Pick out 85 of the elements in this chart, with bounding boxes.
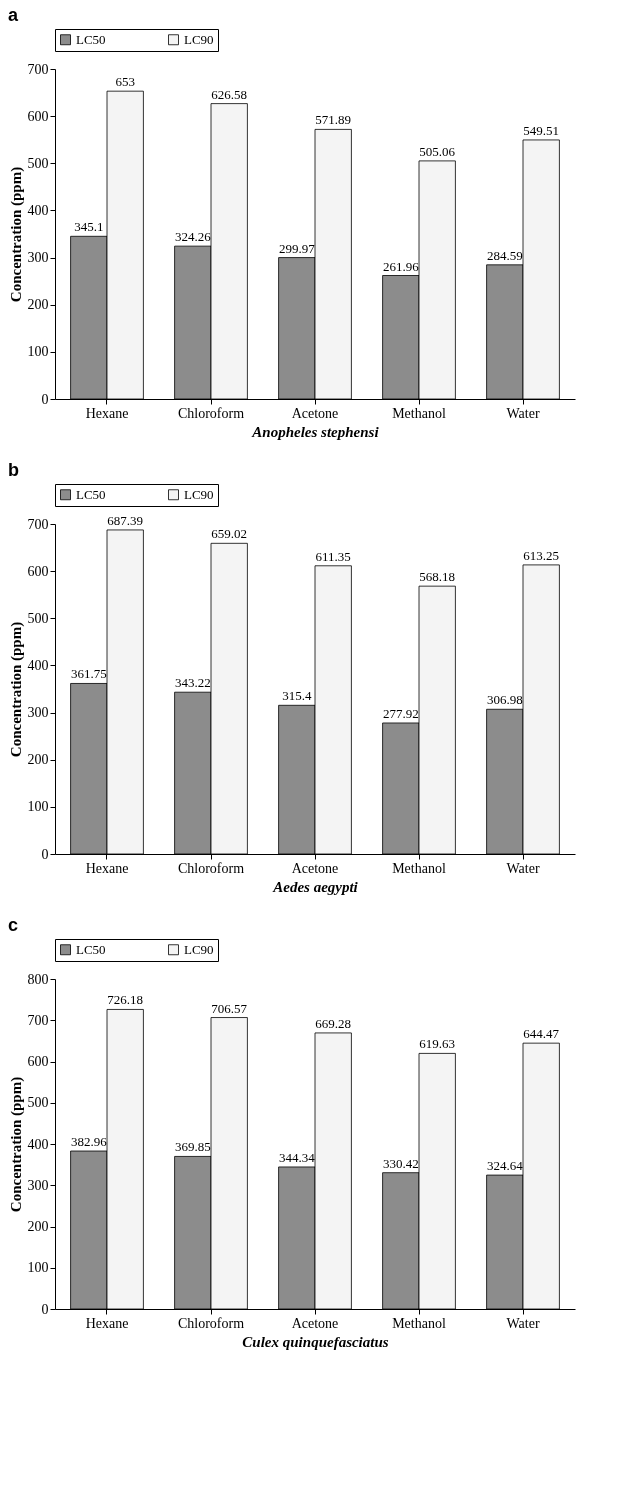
data-label: 315.4: [282, 688, 312, 704]
y-tick-label: 600: [27, 1054, 49, 1069]
data-label: 659.02: [211, 526, 248, 542]
x-tick-label: Hexane: [85, 405, 129, 421]
data-label: 571.89: [315, 112, 352, 128]
data-label: 361.75: [70, 666, 107, 682]
data-label: 369.85: [174, 1139, 211, 1155]
data-label: 611.35: [315, 548, 351, 564]
y-tick-label: 0: [41, 846, 49, 862]
x-tick-label: Methanol: [392, 1315, 446, 1331]
data-label: 284.59: [486, 247, 523, 263]
y-tick-label: 400: [27, 1136, 49, 1152]
x-tick-label: Methanol: [392, 860, 446, 876]
x-axis-title: Anopheles stephensi: [251, 423, 380, 440]
y-tick-label: 500: [27, 155, 49, 171]
y-tick-label: 300: [27, 250, 49, 266]
data-label: 330.42: [382, 1155, 419, 1171]
data-label: 343.22: [174, 675, 211, 691]
data-label: 644.47: [523, 1026, 560, 1042]
data-label: 277.92: [382, 705, 419, 721]
y-tick-label: 600: [27, 563, 49, 579]
y-tick-label: 200: [27, 1219, 49, 1234]
y-tick-label: 200: [27, 297, 49, 313]
data-label: 669.28: [315, 1015, 352, 1031]
data-label: 324.64: [486, 1158, 524, 1174]
data-label: 306.98: [486, 692, 523, 708]
y-tick-label: 300: [27, 1177, 49, 1193]
y-tick-label: 100: [27, 1260, 49, 1276]
x-axis-title: Culex quinquefasciatus: [242, 1333, 389, 1350]
y-tick-label: 100: [27, 799, 49, 815]
x-axis-title: Aedes aegypti: [272, 878, 359, 895]
data-label: 345.1: [74, 219, 104, 235]
x-tick-label: Chloroform: [177, 405, 245, 421]
x-tick-label: Acetone: [291, 405, 339, 421]
legend-label: LC90: [184, 31, 214, 47]
chart-title: c: [8, 914, 19, 935]
y-tick-label: 400: [27, 657, 49, 673]
data-label: 344.34: [278, 1149, 316, 1165]
legend-label: LC90: [184, 486, 214, 502]
y-axis-title: Concentration (ppm): [7, 166, 25, 303]
chart-title: b: [8, 459, 19, 480]
data-label: 382.96: [70, 1134, 108, 1150]
y-axis-title: Concentration (ppm): [7, 621, 25, 758]
y-tick-label: 400: [27, 202, 49, 218]
x-tick-label: Water: [506, 860, 540, 876]
data-label: 706.57: [211, 1000, 248, 1016]
legend-label: LC90: [184, 941, 214, 957]
x-tick-label: Hexane: [85, 1315, 129, 1331]
data-label: 324.26: [174, 229, 212, 245]
data-label: 653: [115, 74, 135, 90]
legend-label: LC50: [76, 486, 106, 502]
x-tick-label: Chloroform: [177, 1315, 245, 1331]
data-label: 613.25: [523, 547, 560, 563]
y-tick-label: 500: [27, 1095, 49, 1111]
y-tick-label: 100: [27, 344, 49, 360]
data-label: 299.97: [278, 240, 316, 256]
data-label: 726.18: [107, 992, 144, 1008]
y-axis-title: Concentration (ppm): [7, 1076, 25, 1213]
y-tick-label: 800: [27, 971, 49, 987]
data-label: 568.18: [419, 569, 456, 585]
x-tick-label: Methanol: [392, 405, 446, 421]
y-tick-label: 0: [41, 391, 49, 407]
data-label: 505.06: [419, 143, 456, 159]
y-tick-label: 700: [27, 1012, 49, 1028]
y-tick-label: 700: [27, 516, 49, 532]
chart-title: a: [8, 4, 19, 25]
y-tick-label: 0: [41, 1301, 49, 1317]
legend-label: LC50: [76, 31, 106, 47]
data-label: 549.51: [523, 122, 560, 138]
data-label: 261.96: [382, 258, 420, 274]
data-label: 619.63: [419, 1036, 456, 1052]
x-tick-label: Acetone: [291, 1315, 339, 1331]
data-label: 687.39: [107, 512, 144, 528]
x-tick-label: Acetone: [291, 860, 339, 876]
x-tick-label: Hexane: [85, 860, 129, 876]
y-tick-label: 600: [27, 108, 49, 124]
data-label: 626.58: [211, 86, 248, 102]
y-tick-label: 700: [27, 61, 49, 77]
x-tick-label: Water: [506, 1315, 540, 1331]
y-tick-label: 300: [27, 705, 49, 721]
y-tick-label: 200: [27, 752, 49, 768]
x-tick-label: Water: [506, 405, 540, 421]
y-tick-label: 500: [27, 610, 49, 626]
legend-label: LC50: [76, 941, 106, 957]
x-tick-label: Chloroform: [177, 860, 245, 876]
